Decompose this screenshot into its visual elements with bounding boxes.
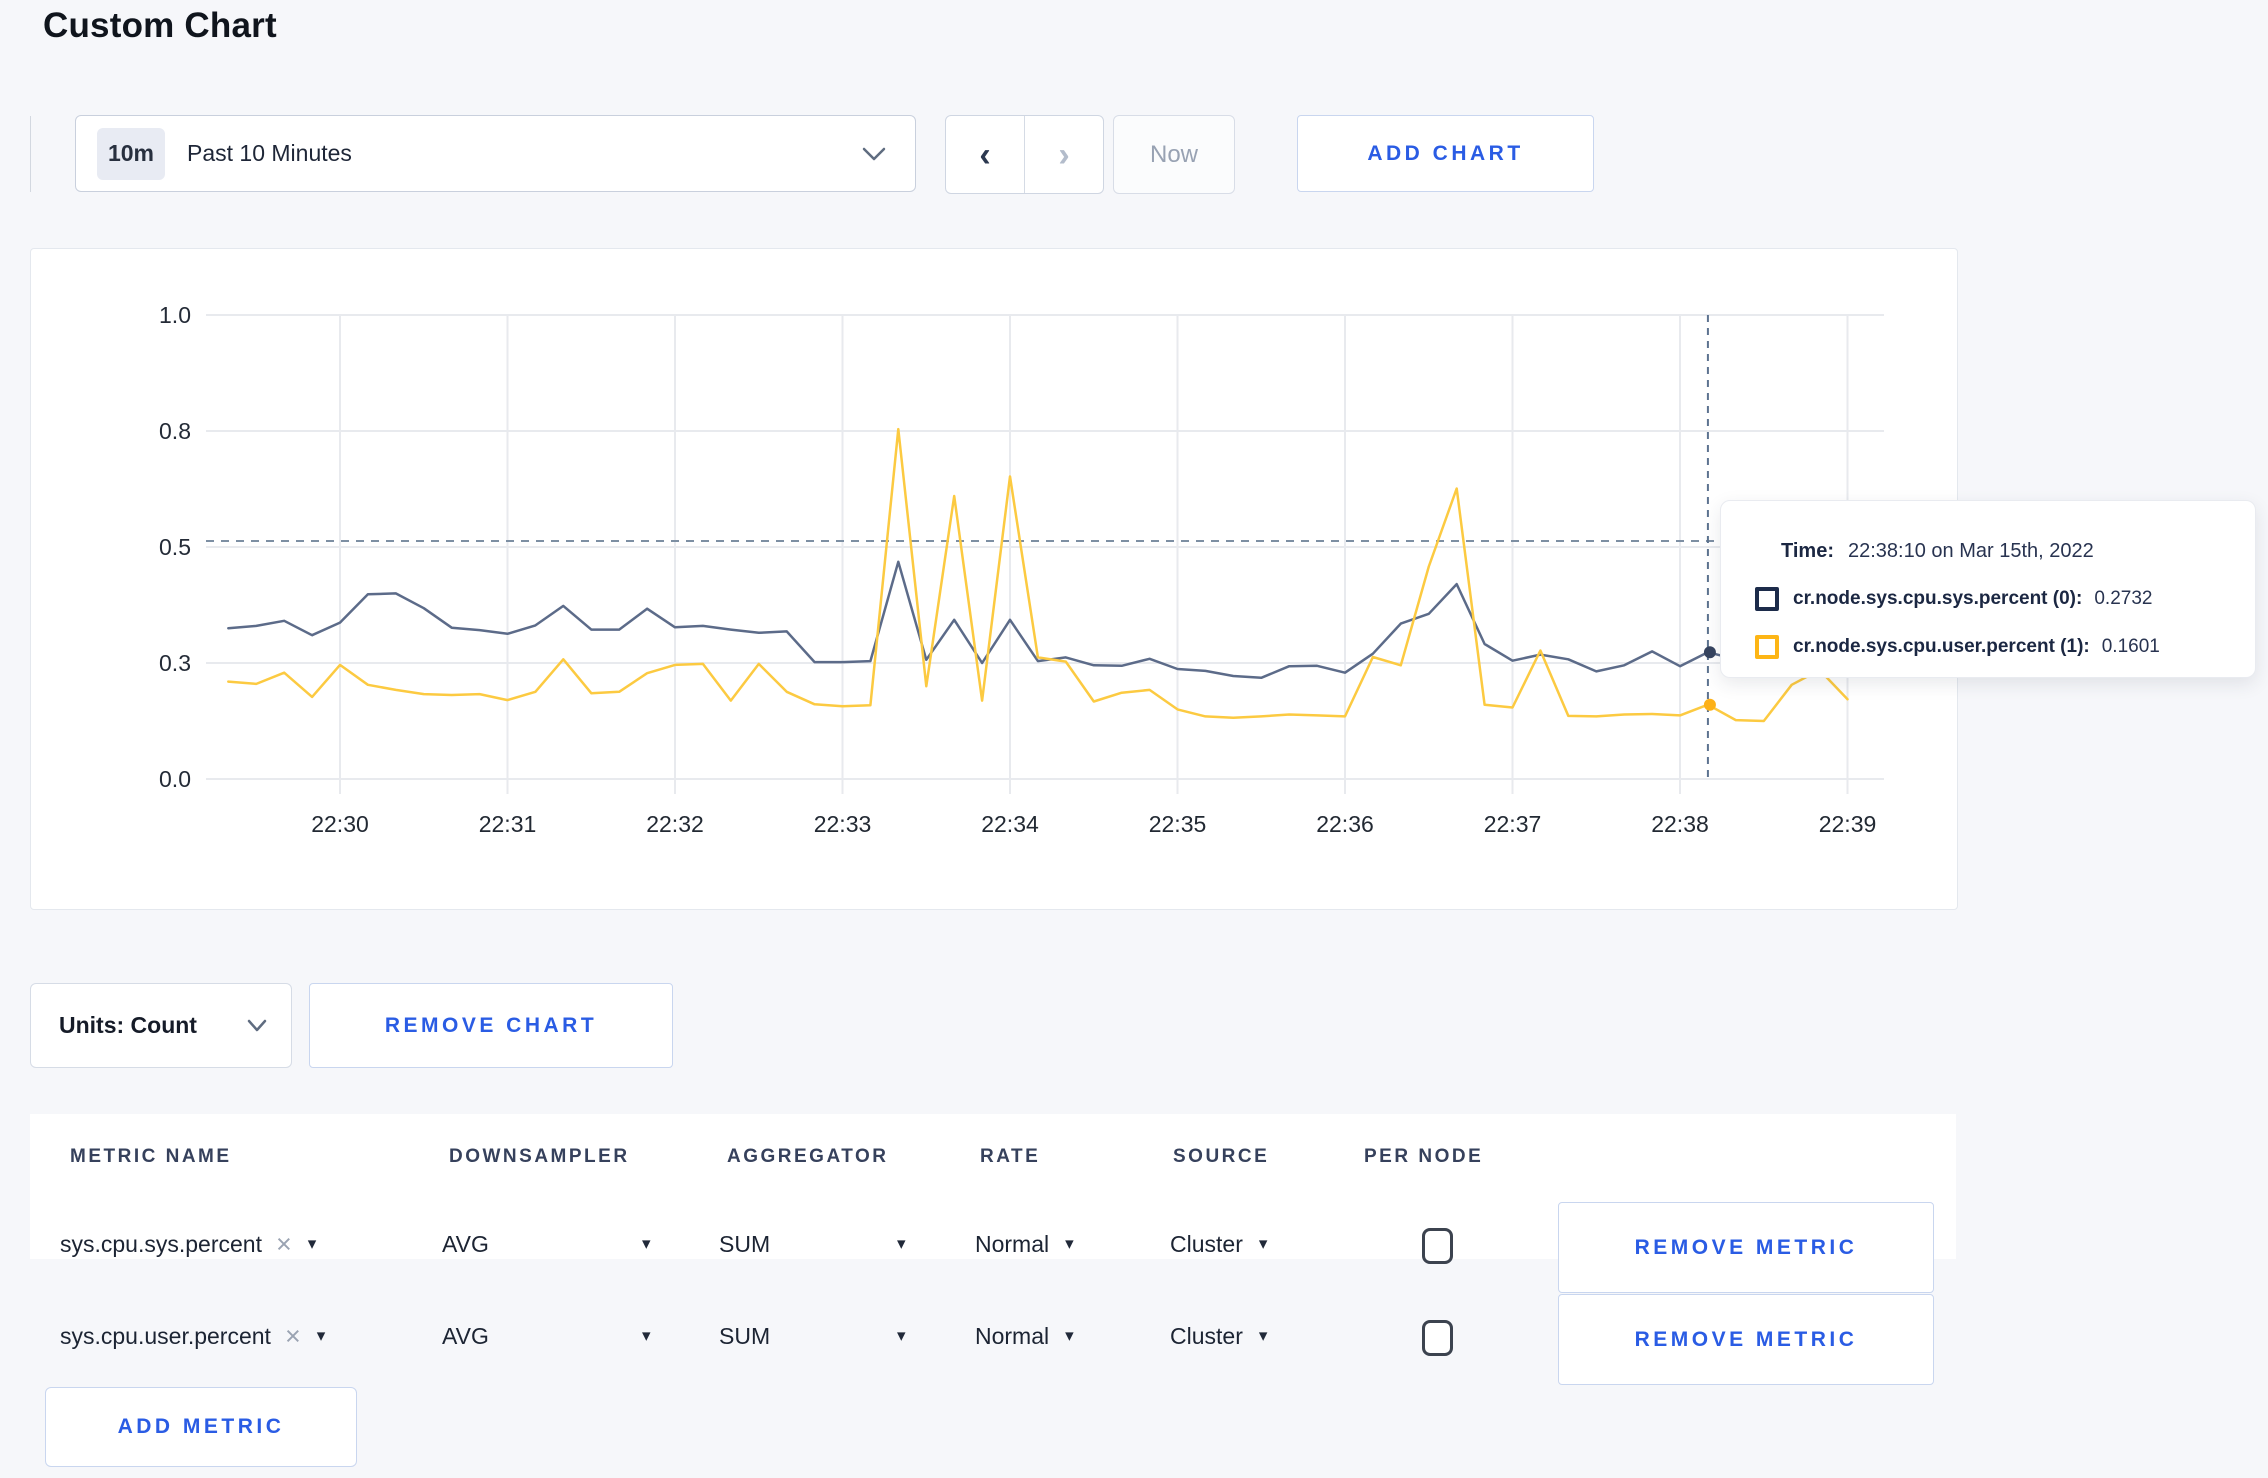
dropdown-caret-icon: ▾ [1065,1234,1074,1253]
metric-name-text: sys.cpu.sys.percent [60,1230,262,1257]
toolbar-left-divider [30,116,31,192]
downsampler-select[interactable]: AVG [442,1306,489,1366]
x-axis-tick-label: 22:38 [1651,811,1709,837]
tooltip-time-label: Time: [1781,539,1834,562]
col-header-source: SOURCE [1173,1146,1270,1167]
x-axis-tick-label: 22:37 [1484,811,1542,837]
downsampler-value: AVG [442,1230,489,1257]
tooltip-time-value: 22:38:10 on Mar 15th, 2022 [1847,539,2094,562]
time-range-badge: 10m [97,127,165,180]
x-axis-tick-label: 22:31 [479,811,537,837]
series-line-cr.node.sys.cpu.sys.percent [227,560,1849,680]
col-header-per-node: PER NODE [1364,1146,1484,1167]
dropdown-caret-icon: ▾ [316,1326,326,1345]
downsampler-caret[interactable]: ▾ [626,1306,651,1366]
metric-name-select[interactable]: sys.cpu.sys.percent × ▾ [60,1214,316,1274]
dropdown-caret-icon: ▾ [642,1326,651,1345]
add-metric-button[interactable]: ADD METRIC [45,1387,357,1467]
units-dropdown[interactable]: Units: Count [30,983,292,1068]
remove-chart-button[interactable]: REMOVE CHART [309,983,673,1068]
per-node-checkbox[interactable] [1422,1320,1453,1356]
user-series-swatch-icon [1755,635,1779,659]
downsampler-select[interactable]: AVG [442,1214,489,1274]
source-value: Cluster [1170,1322,1243,1349]
chart-panel[interactable]: 1.0 0.8 0.5 0.3 0.0 22:30 22:31 22:32 22:33 22:34… [30,248,1958,910]
remove-tag-icon[interactable]: × [275,1228,292,1259]
time-back-button[interactable]: ‹ [946,116,1025,193]
aggregator-value: SUM [719,1322,771,1349]
aggregator-caret[interactable]: ▾ [881,1306,906,1366]
y-axis-tick-label: 0.5 [159,534,191,560]
page-title: Custom Chart [43,6,277,45]
chevron-left-icon: ‹ [979,135,991,174]
x-axis-tick-label: 22:35 [1149,811,1207,837]
col-header-rate: RATE [980,1146,1041,1167]
x-axis-tick-label: 22:39 [1819,811,1877,837]
tooltip-sys-metric-label: cr.node.sys.cpu.sys.percent (0): [1793,588,2083,609]
remove-metric-button[interactable]: REMOVE METRIC [1558,1202,1934,1293]
x-axis-tick-label: 22:36 [1316,811,1374,837]
y-axis-tick-label: 0.8 [159,418,191,444]
chevron-right-icon: › [1058,135,1070,174]
y-axis-tick-label: 1.0 [159,302,191,328]
series-line-cr.node.sys.cpu.user.percent [227,427,1849,723]
time-nav-group: ‹ › [945,115,1104,194]
units-label: Units: Count [59,1012,197,1038]
aggregator-select[interactable]: SUM [719,1214,770,1274]
now-button[interactable]: Now [1113,115,1235,194]
rate-value: Normal [975,1230,1050,1257]
chevron-down-icon [862,147,886,160]
rate-select[interactable]: Normal ▾ [975,1214,1074,1274]
metric-row: sys.cpu.sys.percent × ▾ AVG ▾ SUM ▾ Norm… [30,1214,1956,1274]
remove-metric-button[interactable]: REMOVE METRIC [1558,1294,1934,1385]
chart-hover-tooltip: Time: 22:38:10 on Mar 15th, 2022 cr.node… [1720,500,2256,678]
tooltip-user-metric-value: 0.1601 [2101,636,2160,657]
dropdown-caret-icon: ▾ [1258,1234,1268,1253]
add-chart-button[interactable]: ADD CHART [1297,115,1594,192]
per-node-checkbox[interactable] [1422,1228,1453,1264]
downsampler-value: AVG [442,1322,489,1349]
dropdown-caret-icon: ▾ [897,1326,906,1345]
col-header-downsampler: DOWNSAMPLER [449,1146,630,1167]
downsampler-caret[interactable]: ▾ [626,1214,651,1274]
dropdown-caret-icon: ▾ [307,1234,317,1253]
rate-value: Normal [975,1322,1050,1349]
time-forward-button[interactable]: › [1025,116,1103,193]
rate-select[interactable]: Normal ▾ [975,1306,1074,1366]
hover-point-cr.node.sys.cpu.sys.percent [1703,646,1716,659]
source-select[interactable]: Cluster ▾ [1170,1214,1267,1274]
y-axis-tick-label: 0.3 [159,650,191,676]
dropdown-caret-icon: ▾ [1258,1326,1268,1345]
sys-series-swatch-icon [1755,587,1779,611]
col-header-aggregator: AGGREGATOR [727,1146,889,1167]
time-range-label: Past 10 Minutes [187,140,352,166]
dropdown-caret-icon: ▾ [897,1234,906,1253]
chevron-down-icon [247,1019,267,1032]
aggregator-select[interactable]: SUM [719,1306,770,1366]
metric-name-text: sys.cpu.user.percent [60,1322,271,1349]
metric-name-select[interactable]: sys.cpu.user.percent × ▾ [60,1306,325,1366]
dropdown-caret-icon: ▾ [642,1234,651,1253]
col-header-metric-name: METRIC NAME [70,1146,232,1167]
x-axis-tick-label: 22:32 [646,811,704,837]
metric-row: sys.cpu.user.percent × ▾ AVG ▾ SUM ▾ Nor… [30,1306,1956,1366]
x-axis-tick-label: 22:30 [311,811,369,837]
x-axis-tick-label: 22:33 [814,811,872,837]
hover-point-cr.node.sys.cpu.user.percent [1703,698,1716,711]
x-axis-tick-label: 22:34 [981,811,1039,837]
time-range-dropdown[interactable]: 10m Past 10 Minutes [75,115,916,192]
remove-tag-icon[interactable]: × [284,1320,301,1351]
source-value: Cluster [1170,1230,1243,1257]
tooltip-user-metric-label: cr.node.sys.cpu.user.percent (1): [1793,636,2090,657]
aggregator-value: SUM [719,1230,771,1257]
source-select[interactable]: Cluster ▾ [1170,1306,1267,1366]
dropdown-caret-icon: ▾ [1065,1326,1074,1345]
line-chart[interactable]: 1.0 0.8 0.5 0.3 0.0 22:30 22:31 22:32 22:33 22:34… [31,249,1957,909]
aggregator-caret[interactable]: ▾ [881,1214,906,1274]
y-axis-tick-label: 0.0 [159,766,191,792]
tooltip-sys-metric-value: 0.2732 [2094,588,2153,609]
